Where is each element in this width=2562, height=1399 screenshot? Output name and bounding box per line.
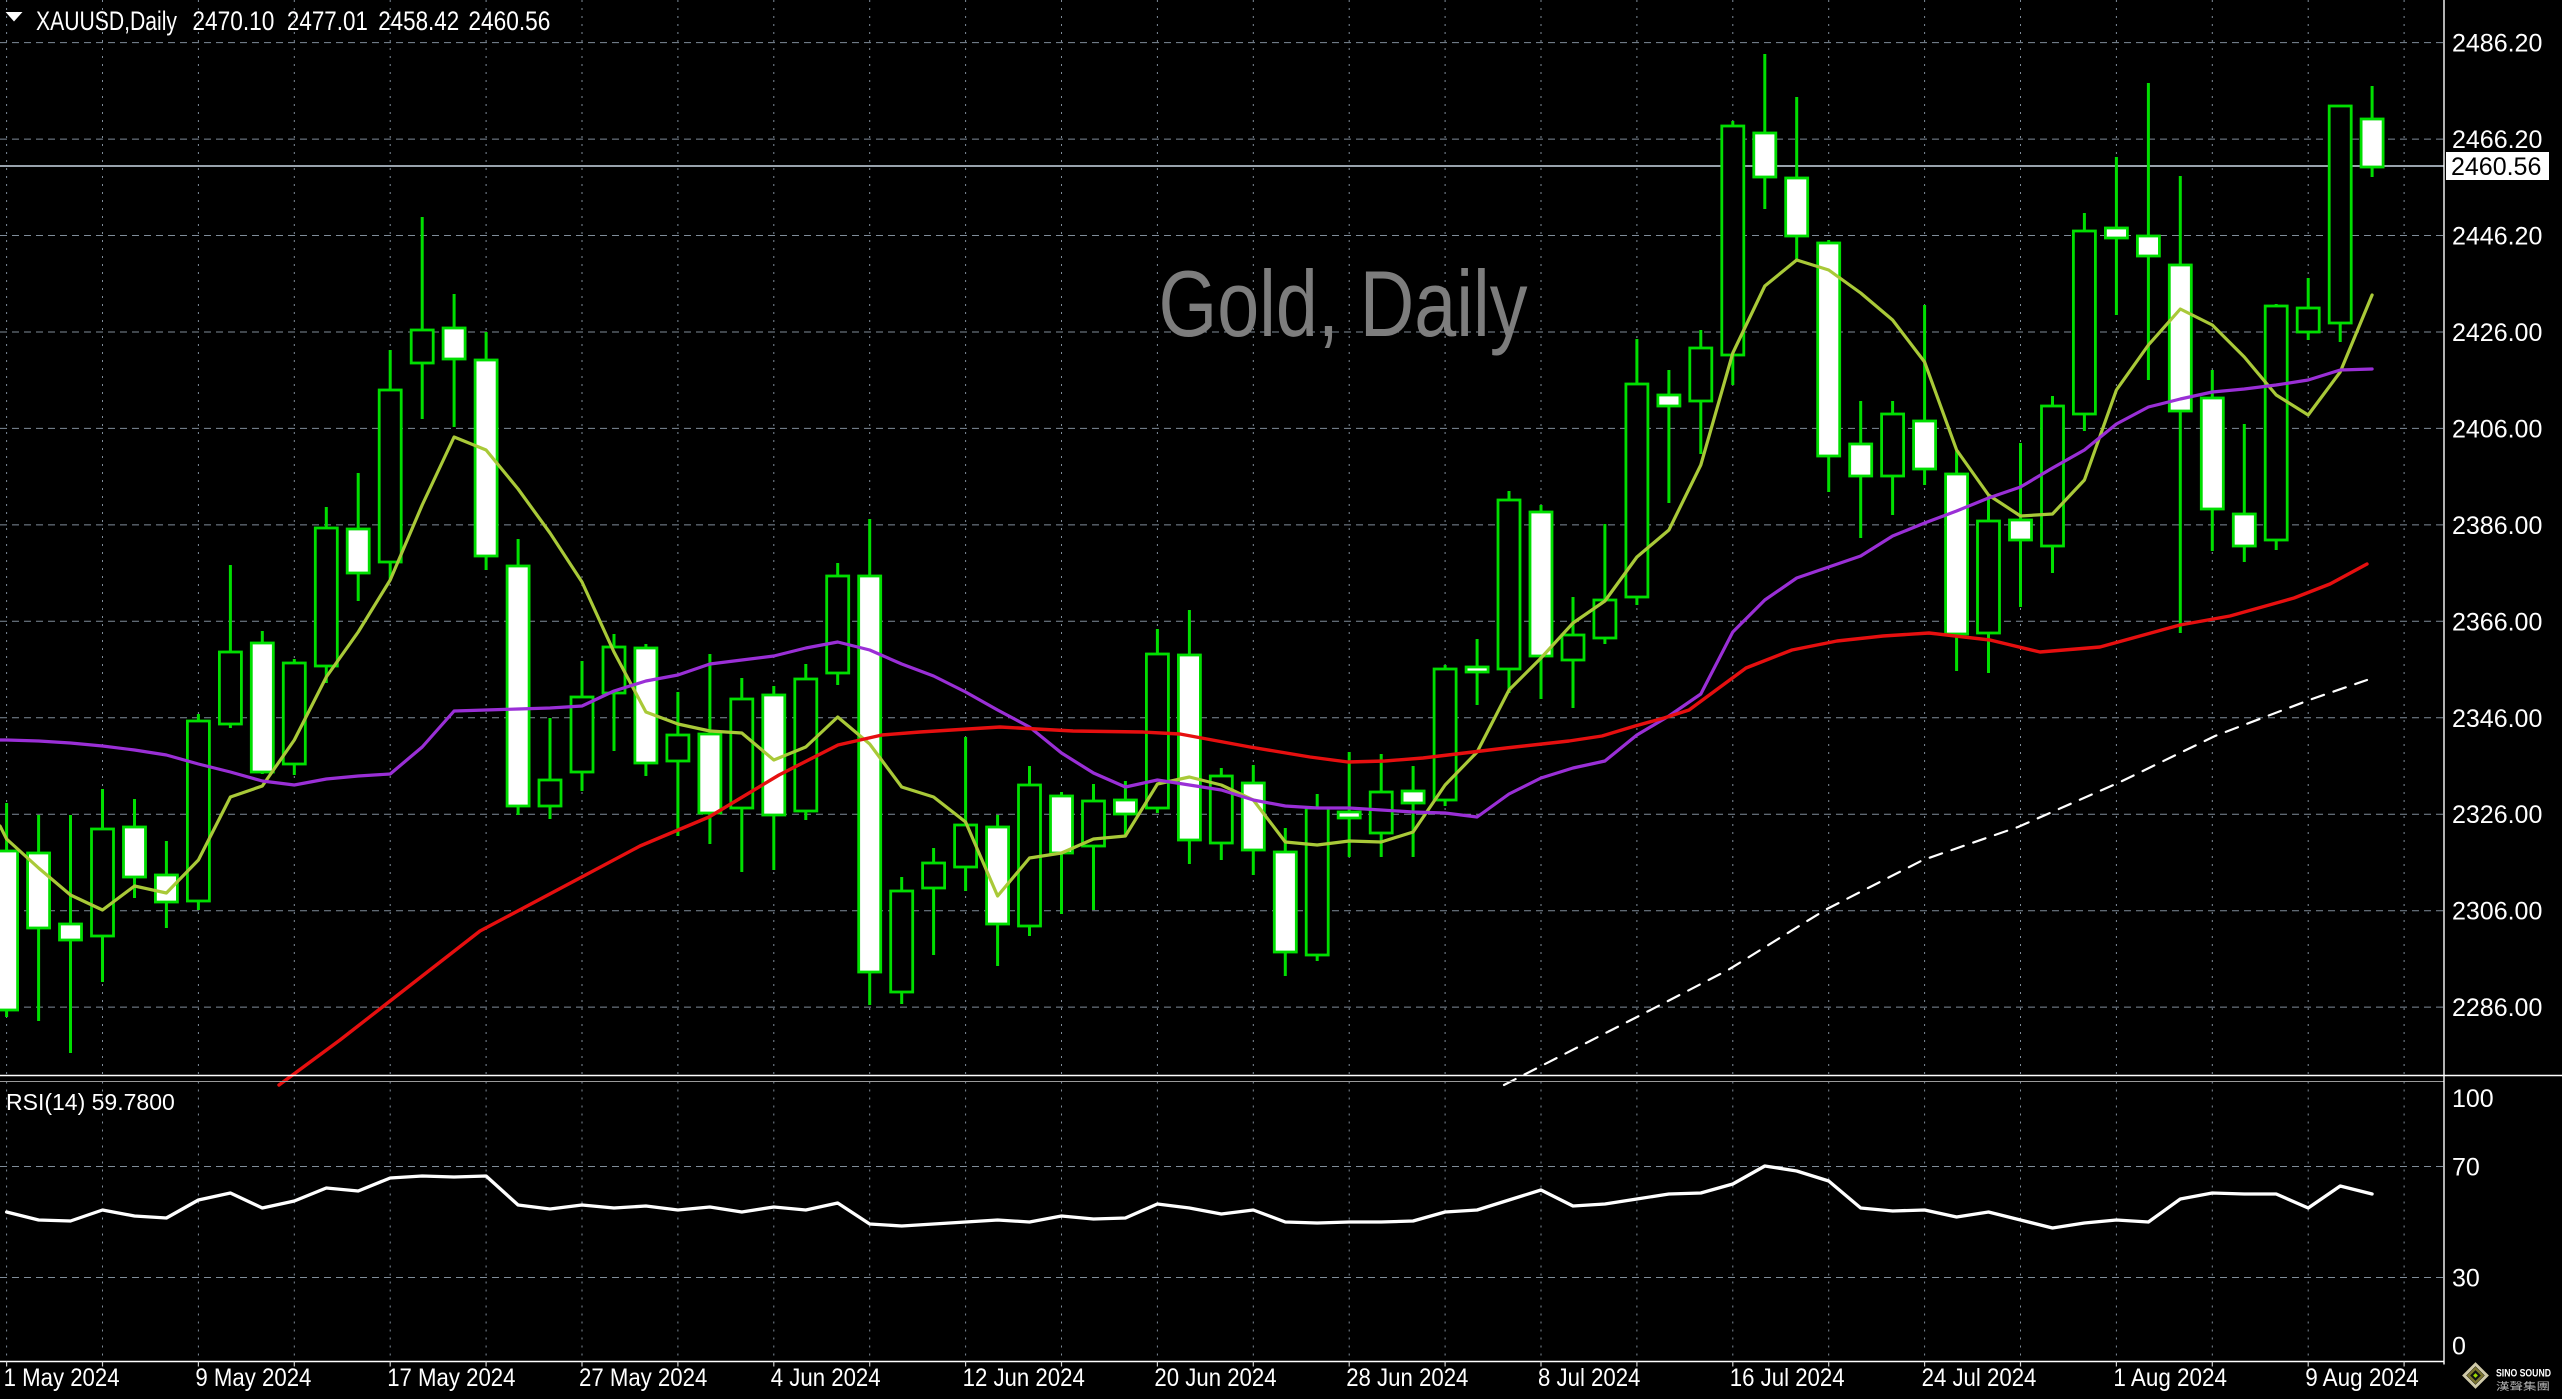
svg-text:2426.00: 2426.00 <box>2452 319 2542 347</box>
svg-text:2406.00: 2406.00 <box>2452 415 2542 443</box>
svg-text:2386.00: 2386.00 <box>2452 512 2542 540</box>
svg-text:4 Jun 2024: 4 Jun 2024 <box>771 1364 881 1392</box>
svg-text:2460.56: 2460.56 <box>468 6 550 36</box>
svg-text:1 Aug 2024: 1 Aug 2024 <box>2113 1364 2227 1392</box>
svg-text:20 Jun 2024: 20 Jun 2024 <box>1154 1364 1276 1392</box>
svg-text:16 Jul 2024: 16 Jul 2024 <box>1730 1364 1845 1392</box>
svg-text:2326.00: 2326.00 <box>2452 801 2542 829</box>
svg-text:2286.00: 2286.00 <box>2452 994 2542 1022</box>
svg-text:2460.56: 2460.56 <box>2451 153 2541 181</box>
svg-text:2446.20: 2446.20 <box>2452 223 2542 251</box>
svg-text:70: 70 <box>2452 1154 2480 1182</box>
svg-text:24 Jul 2024: 24 Jul 2024 <box>1922 1364 2037 1392</box>
svg-text:2470.10: 2470.10 <box>192 6 274 36</box>
svg-text:28 Jun 2024: 28 Jun 2024 <box>1346 1364 1468 1392</box>
svg-text:0: 0 <box>2452 1333 2466 1361</box>
svg-text:SINO SOUND: SINO SOUND <box>2496 1368 2551 1380</box>
svg-text:9 Aug 2024: 9 Aug 2024 <box>2305 1364 2419 1392</box>
svg-text:Gold, Daily: Gold, Daily <box>1159 251 1528 356</box>
svg-text:30: 30 <box>2452 1265 2480 1293</box>
svg-text:RSI(14) 59.7800: RSI(14) 59.7800 <box>6 1089 175 1115</box>
svg-text:2486.20: 2486.20 <box>2452 30 2542 58</box>
svg-text:9 May 2024: 9 May 2024 <box>195 1364 311 1392</box>
svg-text:2346.00: 2346.00 <box>2452 705 2542 733</box>
svg-text:27 May 2024: 27 May 2024 <box>579 1364 707 1392</box>
svg-text:8 Jul 2024: 8 Jul 2024 <box>1538 1364 1640 1392</box>
svg-text:17 May 2024: 17 May 2024 <box>387 1364 515 1392</box>
svg-text:漢聲集團: 漢聲集團 <box>2496 1380 2550 1393</box>
svg-text:2477.01: 2477.01 <box>287 6 368 36</box>
svg-text:2458.42: 2458.42 <box>378 6 459 36</box>
svg-text:2366.00: 2366.00 <box>2452 608 2542 636</box>
svg-text:1 May 2024: 1 May 2024 <box>4 1364 120 1392</box>
svg-text:12 Jun 2024: 12 Jun 2024 <box>963 1364 1085 1392</box>
svg-text:100: 100 <box>2452 1085 2494 1113</box>
svg-text:2306.00: 2306.00 <box>2452 898 2542 926</box>
svg-text:2466.20: 2466.20 <box>2452 126 2542 154</box>
svg-text:XAUUSD,Daily: XAUUSD,Daily <box>36 6 177 36</box>
